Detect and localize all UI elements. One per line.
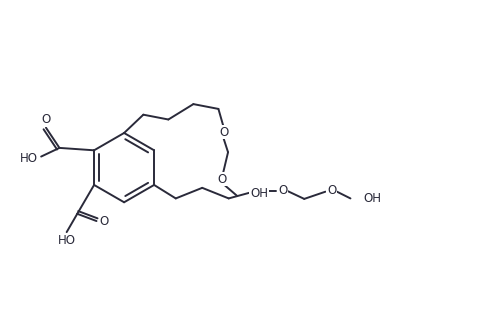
- Text: HO: HO: [58, 234, 76, 247]
- Text: O: O: [327, 184, 336, 197]
- Text: OH: OH: [363, 192, 381, 205]
- Text: HO: HO: [20, 152, 38, 165]
- Text: O: O: [278, 184, 287, 197]
- Text: O: O: [220, 125, 229, 138]
- Text: O: O: [41, 113, 51, 126]
- Text: O: O: [218, 173, 227, 186]
- Text: OH: OH: [250, 187, 268, 200]
- Text: O: O: [100, 215, 109, 228]
